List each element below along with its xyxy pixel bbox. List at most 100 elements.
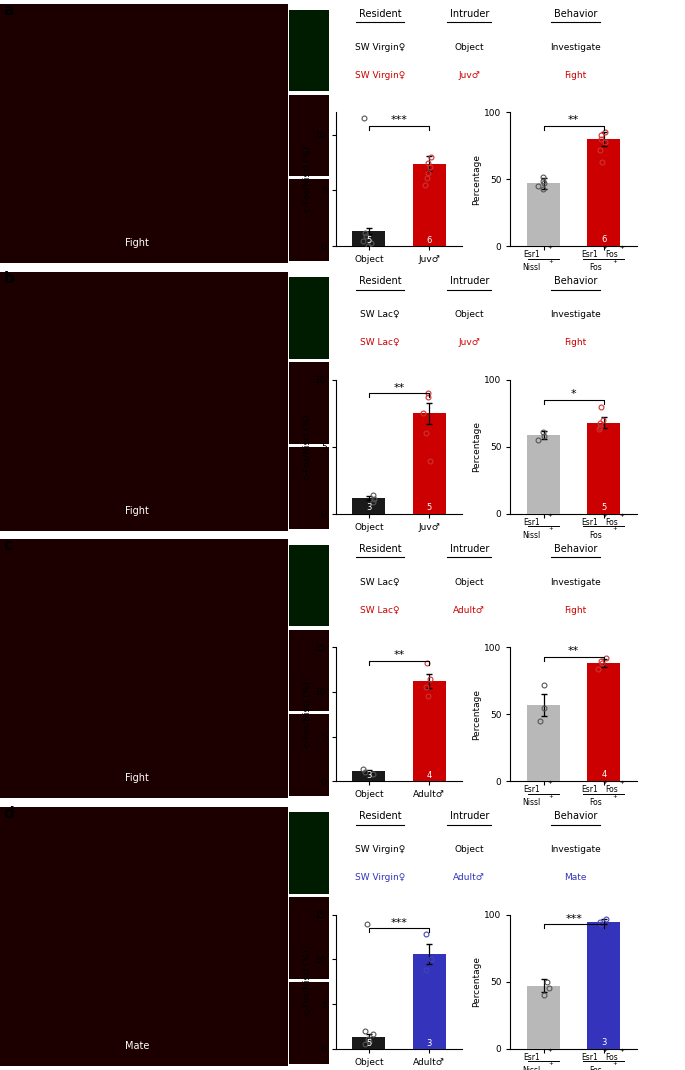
Text: +: + (547, 780, 551, 785)
Y-axis label: Percentage: Percentage (472, 422, 482, 472)
Text: **: ** (568, 646, 580, 656)
Text: SW Virgin♀: SW Virgin♀ (355, 43, 406, 51)
Text: Behavior: Behavior (553, 9, 597, 18)
Text: Esr1: Esr1 (582, 785, 599, 794)
Text: +: + (619, 780, 623, 785)
Text: +: + (603, 780, 607, 785)
Text: 5: 5 (366, 1039, 371, 1048)
Text: c: c (3, 538, 12, 553)
Text: Fos: Fos (606, 1053, 618, 1061)
Text: Resident: Resident (359, 9, 401, 18)
Text: Fight: Fight (564, 606, 586, 614)
Text: Mate: Mate (125, 1041, 149, 1051)
Text: Mate: Mate (564, 873, 586, 882)
Text: +: + (548, 794, 553, 799)
Text: Nissl: Nissl (522, 263, 540, 272)
Text: Fight: Fight (564, 71, 586, 79)
Text: 3: 3 (366, 503, 371, 513)
Bar (352, 231, 386, 246)
Text: +: + (619, 1048, 623, 1053)
Y-axis label: c-Fos/Nissl (%): c-Fos/Nissl (%) (303, 682, 312, 747)
Bar (587, 139, 621, 246)
Text: Investigate: Investigate (550, 310, 601, 319)
Bar (412, 164, 446, 246)
Text: Resident: Resident (359, 811, 401, 821)
Text: 5: 5 (366, 235, 371, 245)
Text: +: + (548, 259, 553, 264)
Text: Behavior: Behavior (553, 544, 597, 553)
Text: +: + (548, 1061, 553, 1067)
Bar (352, 1037, 386, 1049)
Text: +: + (547, 513, 551, 518)
Text: 6: 6 (601, 235, 606, 244)
Text: Fos: Fos (589, 531, 602, 539)
Text: Fight: Fight (125, 239, 149, 248)
Text: Fos: Fos (606, 785, 618, 794)
Text: *: * (571, 389, 577, 399)
Text: 4: 4 (427, 771, 432, 780)
Text: Investigate: Investigate (550, 578, 601, 586)
Y-axis label: c-Fos/Nissl (%): c-Fos/Nissl (%) (303, 147, 312, 212)
Text: Fos: Fos (589, 798, 602, 807)
Text: ***: *** (565, 914, 582, 923)
Text: Adult♂: Adult♂ (453, 606, 485, 614)
Text: Intruder: Intruder (449, 9, 489, 18)
Text: Esr1: Esr1 (523, 785, 540, 794)
Text: Adult♂: Adult♂ (453, 873, 485, 882)
Text: **: ** (393, 651, 405, 660)
Text: SW Virgin♀: SW Virgin♀ (355, 873, 406, 882)
Text: Esr1: Esr1 (523, 1053, 540, 1061)
Text: +: + (603, 1048, 607, 1053)
Bar (527, 183, 560, 246)
Text: SW Lac♀: SW Lac♀ (360, 310, 400, 319)
Text: +: + (603, 513, 607, 518)
Text: SW Virgin♀: SW Virgin♀ (355, 71, 406, 79)
Text: Nissl: Nissl (522, 798, 540, 807)
Text: +: + (548, 526, 553, 532)
Text: SW Virgin♀: SW Virgin♀ (355, 845, 406, 854)
Bar (527, 705, 560, 781)
Text: +: + (613, 1061, 617, 1067)
Text: +: + (613, 794, 617, 799)
Text: a: a (3, 3, 14, 18)
Text: +: + (547, 245, 551, 250)
Bar (352, 498, 386, 514)
Text: Fight: Fight (125, 506, 149, 516)
Text: **: ** (393, 383, 405, 393)
Text: Esr1: Esr1 (582, 518, 599, 526)
Text: Esr1: Esr1 (582, 250, 599, 259)
Text: Resident: Resident (359, 544, 401, 553)
Bar (587, 921, 621, 1049)
Text: +: + (547, 1048, 551, 1053)
Text: Resident: Resident (359, 276, 401, 286)
Text: Fos: Fos (589, 263, 602, 272)
Text: Nissl: Nissl (522, 1066, 540, 1070)
Text: Fos: Fos (606, 250, 618, 259)
Text: Intruder: Intruder (449, 276, 489, 286)
Text: 3: 3 (601, 1038, 606, 1046)
Text: 5: 5 (601, 503, 606, 511)
Text: +: + (619, 513, 623, 518)
Text: **: ** (568, 116, 580, 125)
Text: Juv♂: Juv♂ (458, 71, 480, 79)
Bar (587, 423, 621, 514)
Text: Object: Object (454, 310, 484, 319)
Text: +: + (613, 526, 617, 532)
Text: Intruder: Intruder (449, 544, 489, 553)
Y-axis label: c-Fos/Nissl (%): c-Fos/Nissl (%) (303, 414, 312, 479)
Bar (412, 682, 446, 781)
Text: Fight: Fight (564, 338, 586, 347)
Text: Juv♂: Juv♂ (458, 338, 480, 347)
Text: Object: Object (454, 43, 484, 51)
Text: Fos: Fos (606, 518, 618, 526)
Text: SW Lac♀: SW Lac♀ (360, 606, 400, 614)
Y-axis label: Percentage: Percentage (472, 689, 482, 739)
Bar (412, 413, 446, 514)
Text: ***: *** (390, 116, 408, 125)
Text: 6: 6 (427, 235, 432, 245)
Text: 4: 4 (601, 770, 606, 779)
Text: Esr1: Esr1 (582, 1053, 599, 1061)
Text: +: + (619, 245, 623, 250)
Text: Esr1: Esr1 (523, 518, 540, 526)
Text: Investigate: Investigate (550, 43, 601, 51)
